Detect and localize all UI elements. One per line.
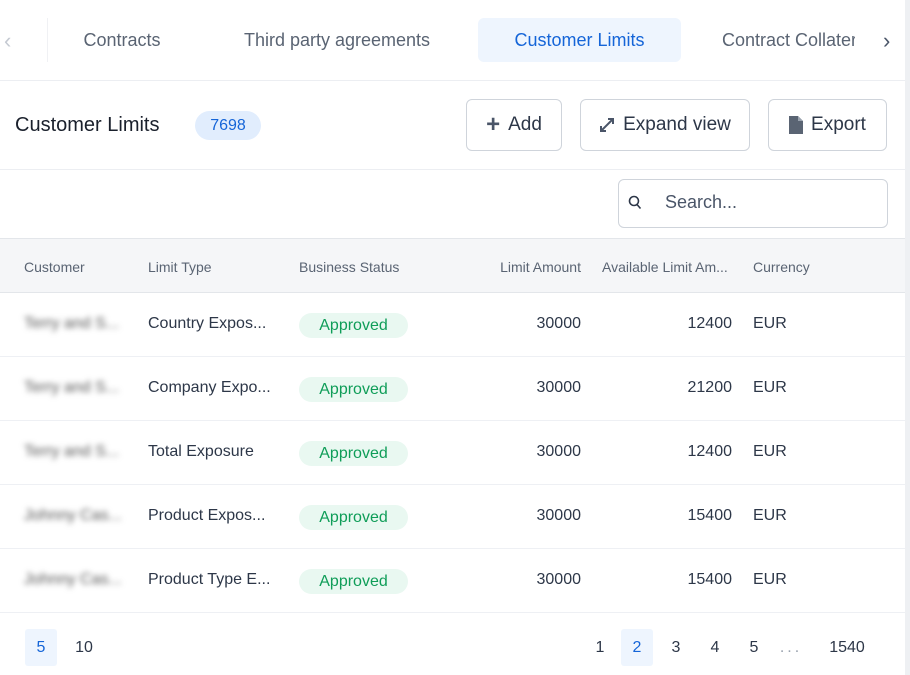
- column-currency[interactable]: Currency: [753, 259, 810, 275]
- status-badge: Approved: [299, 377, 408, 402]
- column-available-limit[interactable]: Available Limit Am...: [602, 259, 728, 275]
- divider: [47, 18, 48, 62]
- status-badge: Approved: [299, 505, 408, 530]
- table-row[interactable]: Johnny Cas... Product Type E... Approved…: [0, 549, 905, 613]
- export-label: Export: [811, 114, 866, 135]
- available-limit-cell: 21200: [687, 379, 733, 396]
- table-row[interactable]: Terry and S... Country Expos... Approved…: [0, 293, 905, 357]
- expand-icon: [600, 118, 615, 132]
- currency-cell: EUR: [753, 571, 787, 588]
- column-business-status[interactable]: Business Status: [299, 259, 400, 275]
- expand-label: Expand view: [623, 114, 731, 135]
- customer-cell: Terry and S...: [24, 315, 120, 332]
- column-customer[interactable]: Customer: [24, 259, 85, 275]
- page-last[interactable]: 1540: [829, 639, 865, 656]
- status-badge: Approved: [299, 569, 408, 594]
- column-limit-type[interactable]: Limit Type: [148, 259, 212, 275]
- available-limit-cell: 12400: [687, 443, 733, 460]
- chevron-left-icon[interactable]: ‹: [4, 28, 12, 53]
- currency-cell: EUR: [753, 443, 787, 460]
- search-field[interactable]: [618, 179, 888, 228]
- tab-bar: ‹ Contracts Third party agreements Custo…: [0, 0, 905, 81]
- plus-icon: +: [486, 111, 501, 138]
- expand-view-button[interactable]: Expand view: [580, 99, 750, 151]
- page-size-5[interactable]: 5: [25, 629, 57, 666]
- tab-customer-limits[interactable]: Customer Limits: [478, 18, 681, 62]
- add-label: Add: [508, 114, 542, 135]
- table-row[interactable]: Johnny Cas... Product Expos... Approved …: [0, 485, 905, 549]
- limit-type-cell: Company Expo...: [148, 379, 271, 396]
- page-title: Customer Limits: [15, 114, 160, 136]
- chevron-right-icon[interactable]: ›: [883, 28, 891, 53]
- page-5[interactable]: 5: [749, 639, 759, 656]
- add-button[interactable]: + Add: [466, 99, 562, 151]
- page-3[interactable]: 3: [671, 639, 681, 656]
- table-row[interactable]: Terry and S... Total Exposure Approved 3…: [0, 421, 905, 485]
- tab-contracts[interactable]: Contracts: [83, 30, 161, 50]
- currency-cell: EUR: [753, 379, 787, 396]
- available-limit-cell: 15400: [687, 507, 733, 524]
- limit-amount-cell: 30000: [536, 443, 582, 460]
- column-limit-amount[interactable]: Limit Amount: [500, 259, 581, 275]
- customer-cell: Johnny Cas...: [24, 571, 122, 588]
- limit-amount-cell: 30000: [536, 571, 582, 588]
- limit-amount-cell: 30000: [536, 507, 582, 524]
- limit-amount-cell: 30000: [536, 379, 582, 396]
- search-icon: [628, 195, 642, 210]
- page-4[interactable]: 4: [710, 639, 720, 656]
- file-icon: [789, 116, 804, 134]
- customer-cell: Terry and S...: [24, 379, 120, 396]
- table-header: Customer Limit Type Business Status Limi…: [0, 238, 905, 293]
- limit-type-cell: Country Expos...: [148, 315, 267, 332]
- page-2[interactable]: 2: [621, 629, 653, 666]
- currency-cell: EUR: [753, 315, 787, 332]
- limit-amount-cell: 30000: [536, 315, 582, 332]
- limit-type-cell: Product Expos...: [148, 507, 266, 524]
- status-badge: Approved: [299, 441, 408, 466]
- available-limit-cell: 15400: [687, 571, 733, 588]
- count-badge: 7698: [195, 111, 261, 140]
- customer-cell: Johnny Cas...: [24, 507, 122, 524]
- available-limit-cell: 12400: [687, 315, 733, 332]
- status-badge: Approved: [299, 313, 408, 338]
- customer-cell: Terry and S...: [24, 443, 120, 460]
- pagination-ellipsis: ...: [779, 639, 803, 656]
- page-1[interactable]: 1: [595, 639, 605, 656]
- currency-cell: EUR: [753, 507, 787, 524]
- tab-third-party-agreements[interactable]: Third party agreements: [243, 30, 431, 50]
- tab-contract-collateral[interactable]: Contract Collateral: [722, 30, 855, 50]
- limit-type-cell: Product Type E...: [148, 571, 271, 588]
- search-input[interactable]: [665, 192, 875, 213]
- export-button[interactable]: Export: [768, 99, 887, 151]
- table-row[interactable]: Terry and S... Company Expo... Approved …: [0, 357, 905, 421]
- limit-type-cell: Total Exposure: [148, 443, 254, 460]
- page-size-10[interactable]: 10: [75, 639, 93, 656]
- divider: [0, 169, 905, 170]
